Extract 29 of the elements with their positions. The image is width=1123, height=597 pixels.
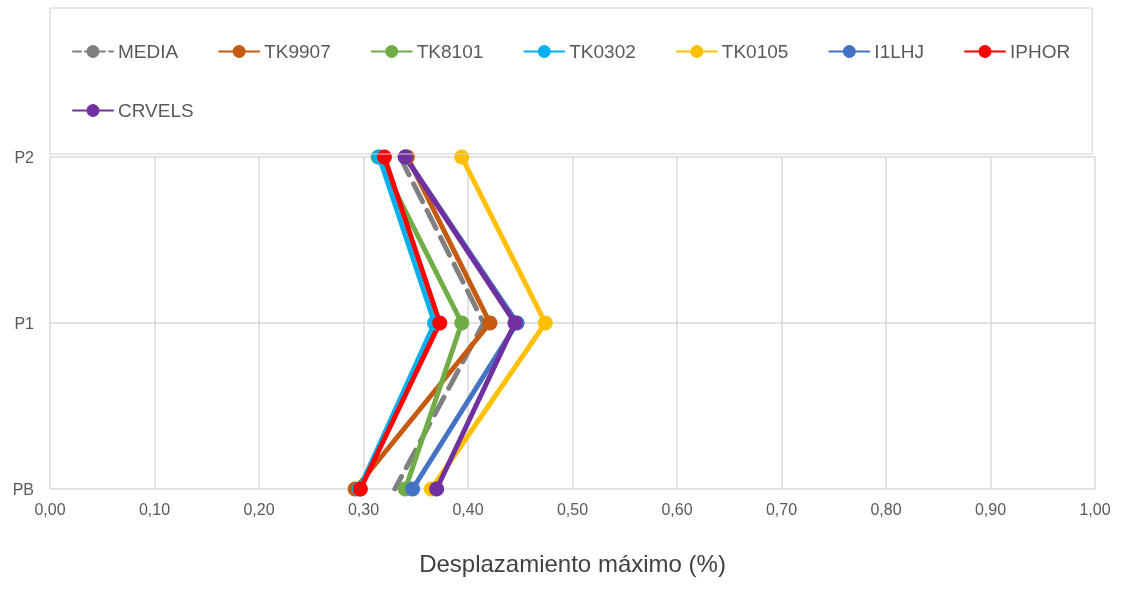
x-tick-label: 0,80 — [870, 500, 902, 518]
x-tick-label: 0,90 — [974, 500, 1007, 518]
x-tick-label: 0,30 — [347, 500, 380, 518]
point — [405, 481, 421, 497]
x-tick-label: 0,10 — [138, 500, 171, 518]
x-tick-label: 0,20 — [243, 500, 275, 518]
y-tick-label: P2 — [14, 148, 35, 166]
x-tick-label: 0,60 — [661, 500, 693, 518]
x-tick-label: 1,00 — [1079, 500, 1111, 518]
x-tick-label: 0,70 — [765, 500, 798, 518]
x-axis-title: Desplazamiento máximo (%) — [419, 549, 726, 577]
point — [537, 315, 553, 331]
legend-label: TK0302 — [569, 41, 636, 62]
point — [429, 481, 445, 497]
x-tick-label: 0,50 — [556, 500, 589, 518]
y-tick-label: PB — [12, 480, 34, 498]
legend-label: MEDIA — [118, 41, 179, 62]
legend-label: TK9907 — [264, 41, 331, 62]
y-tick-label: P1 — [14, 314, 35, 332]
point — [432, 315, 448, 331]
point — [454, 315, 470, 331]
legend-label: TK8101 — [416, 41, 484, 62]
legend-label: CRVELS — [118, 100, 194, 121]
point — [482, 315, 498, 331]
legend-label: I1LHJ — [874, 41, 924, 62]
legend-label: TK0105 — [721, 41, 789, 62]
x-tick-label: 0,00 — [34, 500, 66, 518]
x-tick-label: 0,40 — [452, 500, 484, 518]
legend-label: IPHOR — [1009, 41, 1071, 62]
